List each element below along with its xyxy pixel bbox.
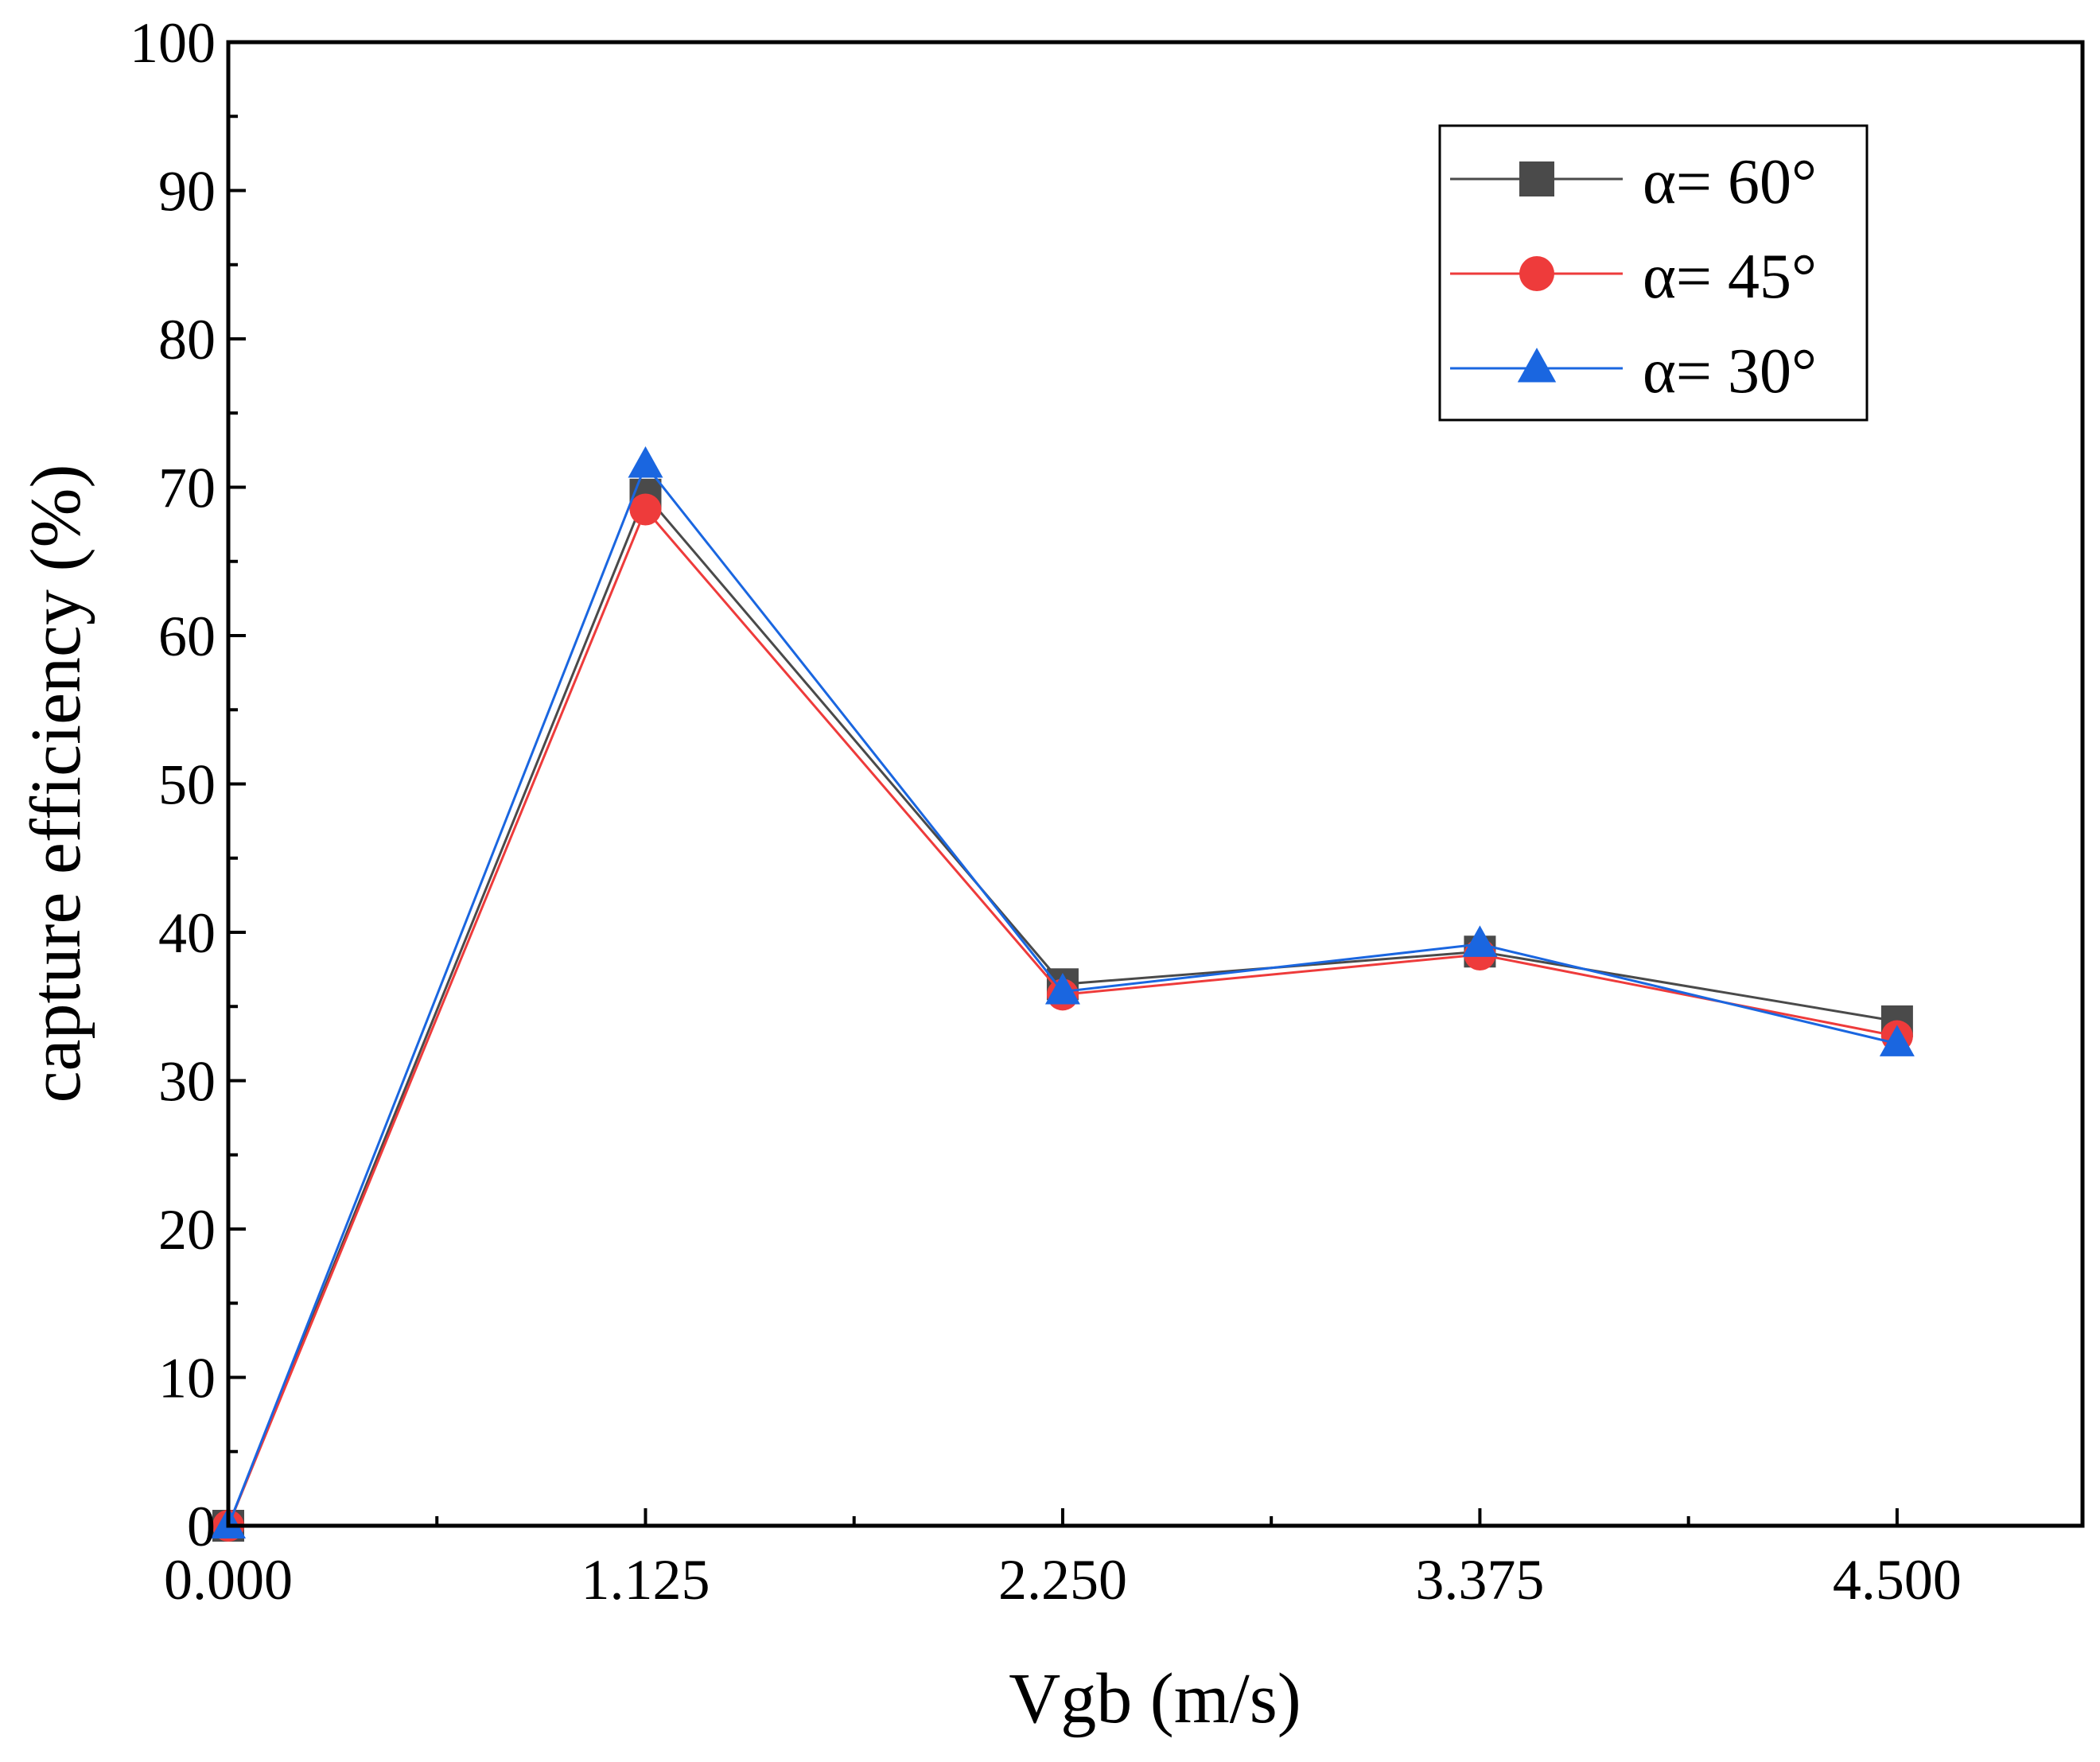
x-tick-label-0: 0.000 bbox=[164, 1548, 293, 1612]
y-tick-label-0: 0 bbox=[187, 1495, 216, 1558]
x-tick-label-4: 4.500 bbox=[1833, 1548, 1962, 1612]
x-tick-label-2: 2.250 bbox=[998, 1548, 1127, 1612]
x-tick-label-3: 3.375 bbox=[1415, 1548, 1544, 1612]
y-tick-label-30: 30 bbox=[158, 1050, 216, 1114]
y-tick-label-50: 50 bbox=[158, 753, 216, 817]
legend-label-2: α= 30° bbox=[1643, 336, 1817, 406]
series-2-point-2 bbox=[1044, 973, 1080, 1005]
y-tick-label-80: 80 bbox=[158, 308, 216, 371]
series-2-point-4 bbox=[1879, 1025, 1915, 1056]
legend: α= 60° α= 45° α= 30° bbox=[1438, 124, 1869, 422]
series-layer bbox=[211, 445, 1915, 1542]
legend-marker-2 bbox=[1517, 348, 1557, 383]
y-tick-label-20: 20 bbox=[158, 1198, 216, 1262]
y-tick-label-70: 70 bbox=[158, 457, 216, 520]
series-1-line bbox=[227, 507, 1898, 1527]
axis-ticks: 0 10 20 30 40 50 60 70 80 90 100 0.000 1.125 2.250 3.3… bbox=[130, 11, 1962, 1612]
y-tick-label-100: 100 bbox=[130, 11, 216, 75]
y-tick-label-40: 40 bbox=[158, 901, 216, 965]
y-tick-label-90: 90 bbox=[158, 160, 216, 224]
legend-marker-0 bbox=[1519, 161, 1554, 196]
series-2-point-3 bbox=[1462, 925, 1498, 957]
series-1-point-1 bbox=[629, 493, 662, 526]
legend-label-1: α= 45° bbox=[1643, 242, 1817, 312]
y-tick-label-10: 10 bbox=[158, 1347, 216, 1410]
y-tick-label-60: 60 bbox=[158, 605, 216, 668]
x-axis-title: Vgb (m/s) bbox=[1009, 1659, 1301, 1738]
legend-label-0: α= 60° bbox=[1643, 147, 1817, 217]
series-1 bbox=[212, 493, 1913, 1542]
x-tick-label-1: 1.125 bbox=[581, 1548, 710, 1612]
series-2 bbox=[211, 445, 1915, 1538]
y-axis-title: capture efficiency (%) bbox=[17, 465, 95, 1103]
legend-marker-1 bbox=[1519, 256, 1554, 291]
series-2-point-1 bbox=[628, 445, 663, 478]
